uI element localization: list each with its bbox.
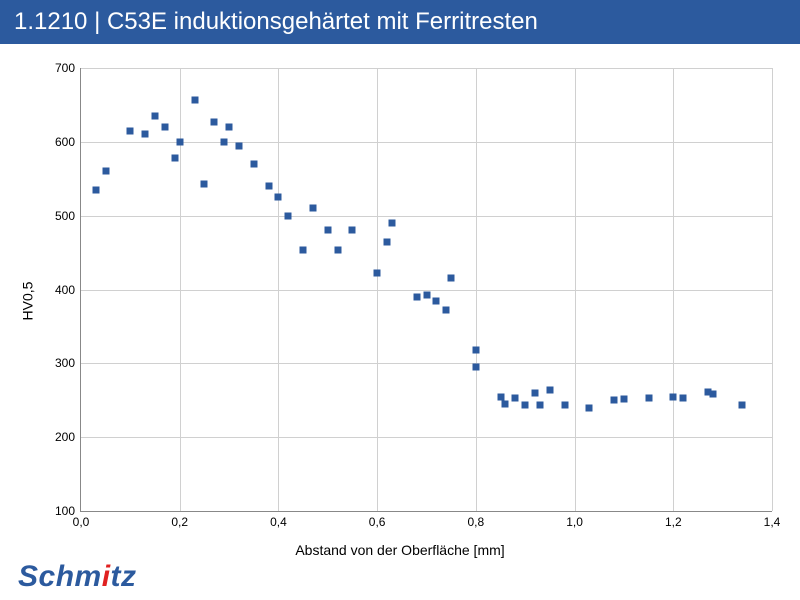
y-tick-label: 200 <box>55 430 81 444</box>
data-point <box>709 390 716 397</box>
x-tick-label: 0,4 <box>270 511 287 529</box>
x-tick-label: 1,2 <box>665 511 682 529</box>
data-point <box>497 393 504 400</box>
brand-logo: Schmitz <box>18 560 137 594</box>
y-tick-label: 100 <box>55 504 81 518</box>
data-point <box>152 112 159 119</box>
brand-text-tail: tz <box>111 560 137 593</box>
data-point <box>620 395 627 402</box>
data-point <box>221 138 228 145</box>
data-point <box>512 395 519 402</box>
data-point <box>611 397 618 404</box>
y-tick-label: 300 <box>55 356 81 370</box>
data-point <box>142 131 149 138</box>
y-tick-label: 700 <box>55 61 81 75</box>
plot-area: 0,00,20,40,60,81,01,21,41002003004005006… <box>80 68 772 512</box>
grid-line-vertical <box>772 68 773 511</box>
data-point <box>349 227 356 234</box>
data-point <box>739 401 746 408</box>
data-point <box>176 138 183 145</box>
data-point <box>388 220 395 227</box>
data-point <box>472 364 479 371</box>
grid-line-horizontal <box>81 68 772 69</box>
grid-line-horizontal <box>81 437 772 438</box>
data-point <box>285 212 292 219</box>
data-point <box>561 402 568 409</box>
data-point <box>250 160 257 167</box>
data-point <box>201 180 208 187</box>
data-point <box>211 118 218 125</box>
data-point <box>448 275 455 282</box>
data-point <box>171 155 178 162</box>
data-point <box>265 183 272 190</box>
x-tick-label: 1,4 <box>764 511 781 529</box>
data-point <box>532 389 539 396</box>
grid-line-horizontal <box>81 216 772 217</box>
data-point <box>472 347 479 354</box>
hardness-chart: HV0,5 0,00,20,40,60,81,01,21,41002003004… <box>0 48 800 554</box>
grid-line-horizontal <box>81 142 772 143</box>
brand-text-accent: i <box>102 560 111 593</box>
x-tick-label: 0,6 <box>369 511 386 529</box>
data-point <box>191 96 198 103</box>
data-point <box>586 404 593 411</box>
data-point <box>443 307 450 314</box>
x-tick-label: 1,0 <box>566 511 583 529</box>
data-point <box>502 400 509 407</box>
data-point <box>645 395 652 402</box>
data-point <box>275 194 282 201</box>
footer: Schmitz <box>0 554 800 600</box>
data-point <box>413 293 420 300</box>
data-point <box>334 247 341 254</box>
data-point <box>423 291 430 298</box>
data-point <box>324 227 331 234</box>
y-tick-label: 600 <box>55 135 81 149</box>
y-axis-label: HV0,5 <box>19 282 35 321</box>
y-tick-label: 400 <box>55 283 81 297</box>
data-point <box>384 238 391 245</box>
data-point <box>127 127 134 134</box>
data-point <box>309 205 316 212</box>
x-tick-label: 0,8 <box>468 511 485 529</box>
data-point <box>546 386 553 393</box>
data-point <box>374 270 381 277</box>
x-tick-label: 0,2 <box>171 511 188 529</box>
data-point <box>226 124 233 131</box>
page-title: 1.1210 | C53E induktionsgehärtet mit Fer… <box>0 0 800 44</box>
data-point <box>522 402 529 409</box>
data-point <box>670 393 677 400</box>
grid-line-horizontal <box>81 363 772 364</box>
data-point <box>161 124 168 131</box>
data-point <box>537 402 544 409</box>
data-point <box>433 297 440 304</box>
data-point <box>680 395 687 402</box>
data-point <box>300 247 307 254</box>
data-point <box>92 186 99 193</box>
data-point <box>235 142 242 149</box>
brand-text-main: Schm <box>18 560 102 593</box>
y-tick-label: 500 <box>55 209 81 223</box>
data-point <box>102 168 109 175</box>
